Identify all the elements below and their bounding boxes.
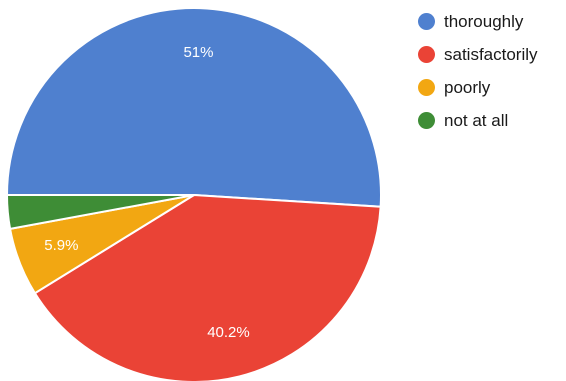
pie-slices [5, 7, 382, 381]
data-label-poorly: 5.9% [44, 237, 78, 254]
data-label-satisfactorily: 40.2% [207, 324, 250, 341]
pie-data-labels: 51% 40.2% 5.9% [44, 44, 249, 341]
legend-label-thoroughly: thoroughly [444, 11, 524, 31]
legend-item-thoroughly[interactable]: thoroughly [418, 10, 538, 33]
legend-label-poorly: poorly [444, 77, 491, 97]
pie-slice-satisfactorily[interactable] [33, 193, 382, 381]
pie-slice-not-at-all[interactable] [5, 194, 195, 231]
legend-item-satisfactorily[interactable]: satisfactorily [418, 43, 538, 66]
chart-legend: thoroughly satisfactorily poorly not at … [418, 10, 538, 142]
legend-swatch-thoroughly [418, 13, 435, 30]
legend-swatch-not-at-all [418, 112, 435, 129]
data-label-thoroughly: 51% [183, 44, 213, 61]
legend-item-not-at-all[interactable]: not at all [418, 109, 538, 132]
legend-swatch-satisfactorily [418, 46, 435, 63]
legend-label-not-at-all: not at all [444, 110, 509, 130]
legend-label-satisfactorily: satisfactorily [444, 44, 538, 64]
legend-item-poorly[interactable]: poorly [418, 76, 538, 99]
pie-slice-thoroughly[interactable] [5, 7, 382, 208]
legend-swatch-poorly [418, 79, 435, 96]
